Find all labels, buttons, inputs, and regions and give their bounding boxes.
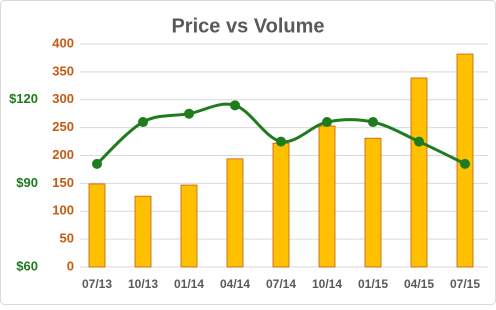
x-tick-label: 04/15 [404,277,434,291]
y-tick-label: 0 [67,258,74,273]
x-tick-label: 01/14 [174,277,204,291]
bar [226,158,244,268]
bar [410,77,428,268]
x-tick-label: 07/13 [82,277,112,291]
x-tick-label: 01/15 [358,277,388,291]
price-marker [230,100,240,111]
x-tick-label: 04/14 [220,277,250,291]
price-marker [276,136,286,147]
y-tick-label: 350 [52,63,74,78]
x-tick-label: 10/13 [128,277,158,291]
price-marker [184,108,194,119]
y-tick-label: 100 [52,203,74,218]
bar [134,195,152,268]
y2-tick-label: $120 [9,91,38,106]
bar [364,137,382,268]
price-marker [460,158,470,169]
chart-title: Price vs Volume [171,15,324,37]
bar [180,184,198,268]
price-marker [92,158,102,169]
y-tick-label: 400 [52,35,74,50]
y-tick-label: 150 [52,175,74,190]
bar [272,142,290,268]
price-marker [414,136,424,147]
price-marker [322,117,332,128]
y-tick-label: 250 [52,119,74,134]
y-tick-label: 300 [52,91,74,106]
y2-tick-label: $60 [16,258,38,273]
bar [318,125,336,268]
y2-tick-label: $90 [16,175,38,190]
price-marker [138,117,148,128]
y-tick-label: 200 [52,147,74,162]
x-tick-label: 07/15 [450,277,480,291]
bar [88,183,106,268]
x-tick-label: 07/14 [266,277,296,291]
x-tick-label: 10/14 [312,277,342,291]
price-marker [368,117,378,128]
y-tick-label: 50 [60,231,74,246]
